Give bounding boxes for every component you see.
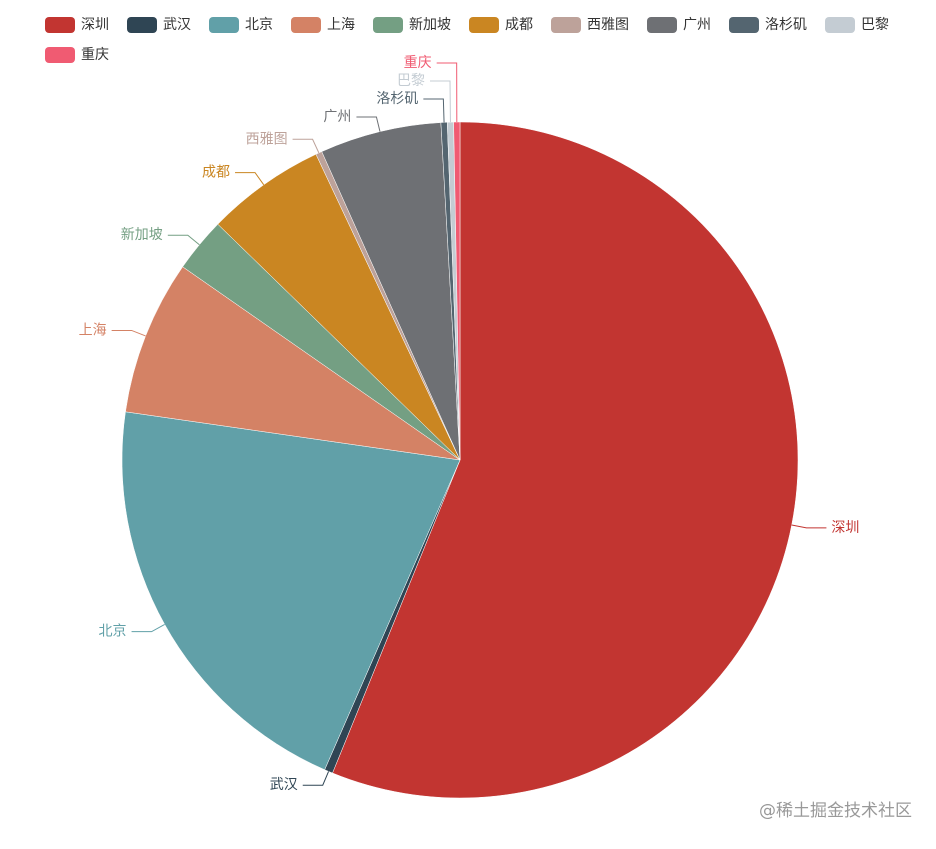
label-line (791, 524, 827, 529)
label-line (167, 234, 200, 246)
slice-label: 西雅图 (246, 131, 288, 147)
slice-label: 上海 (79, 322, 107, 338)
legend-swatch (825, 17, 855, 33)
label-line (302, 771, 330, 786)
legend-item[interactable]: 巴黎 (825, 17, 889, 33)
pie-slice[interactable] (125, 266, 461, 461)
legend-label: 巴黎 (861, 17, 889, 33)
label-line (131, 623, 165, 633)
label-line (111, 329, 146, 337)
legend-label: 成都 (505, 17, 533, 33)
legend-label: 上海 (327, 17, 355, 33)
slice-label: 洛杉矶 (376, 91, 418, 107)
legend-item[interactable]: 广州 (647, 17, 711, 33)
label-line (292, 138, 320, 154)
slice-label: 武汉 (270, 777, 298, 793)
legend-swatch (127, 17, 157, 33)
legend-item[interactable]: 北京 (209, 17, 273, 33)
legend-label: 深圳 (81, 17, 109, 33)
legend-swatch (291, 17, 321, 33)
slice-label: 成都 (202, 165, 230, 181)
legend-label: 武汉 (163, 17, 191, 33)
label-line (356, 116, 381, 132)
legend-item[interactable]: 深圳 (45, 17, 109, 33)
legend-swatch (45, 17, 75, 33)
legend-item[interactable]: 武汉 (127, 17, 191, 33)
legend-label: 北京 (245, 17, 273, 33)
label-line (436, 62, 458, 123)
pie (121, 121, 799, 799)
legend-swatch (373, 17, 403, 33)
legend-swatch (729, 17, 759, 33)
legend-label: 洛杉矶 (765, 17, 807, 33)
watermark: @稀土掘金技术社区 (759, 801, 912, 821)
legend-item[interactable]: 上海 (291, 17, 355, 33)
slice-label: 北京 (99, 624, 127, 640)
slice-label: 新加坡 (121, 227, 163, 243)
legend-swatch (551, 17, 581, 33)
slice-label: 巴黎 (397, 73, 425, 89)
label-line (423, 98, 445, 123)
legend-label: 新加坡 (409, 17, 451, 33)
legend-swatch (45, 47, 75, 63)
slice-label: 重庆 (404, 55, 432, 71)
pie-slice[interactable] (121, 411, 461, 771)
pie-slice[interactable] (332, 121, 799, 799)
label-line (235, 172, 265, 186)
legend-swatch (647, 17, 677, 33)
legend-label: 重庆 (81, 47, 109, 63)
legend-swatch (209, 17, 239, 33)
legend-label: 广州 (683, 17, 711, 33)
legend-item[interactable]: 洛杉矶 (729, 17, 807, 33)
legend-swatch (469, 17, 499, 33)
legend-label: 西雅图 (587, 17, 629, 33)
legend-item[interactable]: 重庆 (45, 47, 109, 63)
legend-item[interactable]: 西雅图 (551, 17, 629, 33)
slice-label: 广州 (323, 109, 351, 125)
label-line (430, 80, 451, 123)
pie-slice[interactable] (321, 122, 461, 461)
legend-item[interactable]: 成都 (469, 17, 533, 33)
legend-item[interactable]: 新加坡 (373, 17, 451, 33)
slice-label: 深圳 (831, 520, 859, 536)
